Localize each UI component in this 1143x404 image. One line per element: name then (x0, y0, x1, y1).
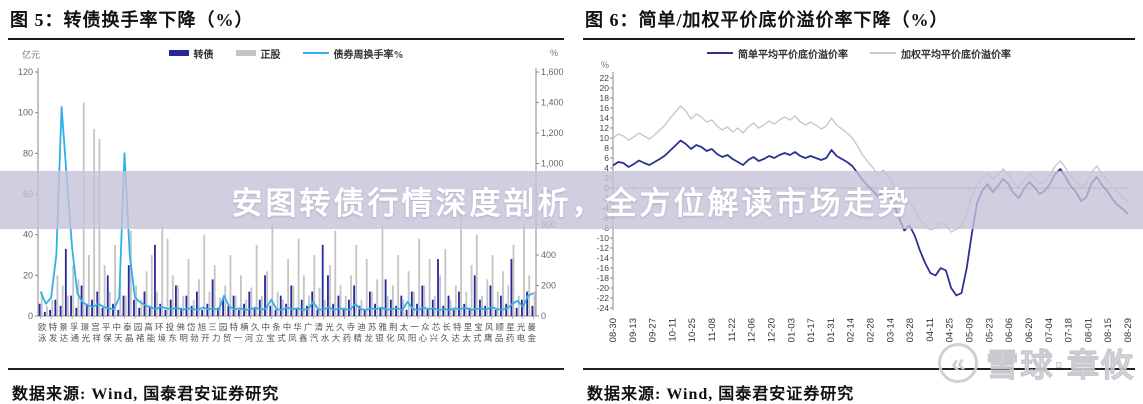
svg-text:400: 400 (541, 250, 556, 260)
svg-text:1,200: 1,200 (541, 128, 564, 138)
svg-text:10-11: 10-11 (667, 318, 678, 342)
figure-5-source: 数据来源: Wind, 国泰君安证券研究 (8, 368, 564, 404)
headline-banner: 安图转债行情深度剖析，全方位解读市场走势 (0, 171, 1143, 229)
svg-text:05-09: 05-09 (965, 318, 976, 342)
zhuanzhai-bar-swatch-icon (168, 50, 189, 56)
svg-text:12-20: 12-20 (766, 318, 777, 342)
svg-text:1,000: 1,000 (541, 159, 564, 169)
legend-item-turnover: 债券周换手率% (302, 46, 404, 61)
svg-text:-16: -16 (597, 263, 610, 273)
svg-text:10-25: 10-25 (687, 318, 698, 342)
svg-text:10: 10 (600, 133, 610, 143)
figure-6-legend: 简单平均平价底价溢价率 加权平均平价底价溢价率 % (583, 40, 1135, 71)
svg-text:100: 100 (18, 108, 33, 118)
svg-text:02-14: 02-14 (846, 318, 857, 342)
svg-text:01-17: 01-17 (806, 318, 817, 342)
right-axis-unit-label: % (549, 48, 558, 58)
svg-text:08-15: 08-15 (1103, 318, 1114, 342)
legend-label: 正股 (260, 49, 281, 61)
svg-text:14: 14 (600, 113, 610, 123)
svg-text:08-30: 08-30 (608, 318, 619, 342)
svg-text:05-23: 05-23 (984, 318, 995, 342)
svg-text:80: 80 (23, 148, 33, 158)
svg-text:40: 40 (23, 230, 33, 240)
legend-item-zhuanzhai: 转债 (168, 46, 214, 61)
svg-text:03-14: 03-14 (885, 318, 896, 342)
svg-text:-20: -20 (597, 283, 610, 293)
svg-text:-22: -22 (597, 293, 610, 303)
svg-text:11-08: 11-08 (707, 318, 718, 342)
figure-6-source: 数据来源: Wind, 国泰君安证券研究 (583, 368, 1135, 404)
svg-text:-14: -14 (597, 253, 610, 263)
svg-text:20: 20 (23, 270, 33, 280)
svg-text:1,400: 1,400 (541, 98, 564, 108)
svg-text:01-03: 01-03 (786, 318, 797, 342)
svg-text:泳发达通光祥保天晶褚能境东明勃开力贸一河立宝式凤鑫汽水大药精: 泳发达通光祥保天晶褚能境东明勃开力贸一河立宝式凤鑫汽水大药精龙银化风阳心兴久达太… (38, 333, 536, 343)
svg-text:-24: -24 (597, 303, 610, 313)
zhenggu-bar-swatch-icon (235, 50, 256, 56)
legend-item-weighted-avg: 加权平均平价底价溢价率 (870, 46, 1011, 61)
svg-text:-12: -12 (597, 243, 610, 253)
figure-6-premium: 图 6：简单/加权平价底价溢价率下降（%） 简单平均平价底价溢价率 加权平均平价… (583, 2, 1135, 404)
svg-text:4: 4 (604, 163, 609, 173)
figure-5-legend: 亿元 转债 正股 债券周换手率% % (8, 40, 564, 66)
legend-label: 转债 (193, 49, 214, 61)
svg-text:6: 6 (604, 153, 609, 163)
svg-text:16: 16 (600, 103, 610, 113)
figure-5-title: 图 5：转债换手率下降（%） (8, 2, 564, 40)
svg-text:08-01: 08-01 (1083, 318, 1094, 342)
headline-banner-text: 安图转债行情深度剖析，全方位解读市场走势 (231, 185, 912, 221)
svg-text:12-06: 12-06 (747, 318, 758, 342)
svg-text:07-04: 07-04 (1044, 318, 1055, 342)
legend-item-zhenggu: 正股 (235, 46, 281, 61)
svg-text:20: 20 (600, 83, 610, 93)
svg-text:06-20: 06-20 (1024, 318, 1035, 342)
svg-text:09-27: 09-27 (648, 318, 659, 342)
svg-text:06-06: 06-06 (1004, 318, 1015, 342)
svg-text:1,600: 1,600 (541, 67, 564, 77)
svg-text:-18: -18 (597, 273, 610, 283)
percent-axis-unit-label: % (601, 60, 610, 70)
svg-text:欧特景孚璟宫平中泰园高环投佛岱旭三园特横久中条中华广清光久寺: 欧特景孚璟宫平中泰园高环投佛岱旭三园特横久中条中华广清光久寺迪苏雅荆太一众芯长特… (38, 322, 536, 332)
svg-text:0: 0 (28, 311, 33, 321)
svg-text:200: 200 (541, 281, 556, 291)
weighted-line-swatch-icon (870, 52, 896, 54)
svg-text:8: 8 (604, 143, 609, 153)
svg-text:07-18: 07-18 (1064, 318, 1075, 342)
legend-label: 简单平均平价底价溢价率 (738, 49, 848, 61)
svg-text:0: 0 (541, 311, 546, 321)
legend-label: 加权平均平价底价溢价率 (901, 49, 1011, 61)
figure-6-title: 图 6：简单/加权平价底价溢价率下降（%） (583, 2, 1135, 40)
svg-text:12: 12 (600, 123, 610, 133)
svg-text:18: 18 (600, 93, 610, 103)
turnover-line-swatch-icon (302, 52, 329, 54)
svg-text:01-31: 01-31 (826, 318, 837, 342)
svg-text:-10: -10 (597, 233, 610, 243)
svg-text:04-25: 04-25 (945, 318, 956, 342)
svg-text:120: 120 (18, 67, 33, 77)
left-axis-unit-label: 亿元 (22, 50, 41, 60)
premium-line-chart: 2220181614121086420-2-4-6-8-10-12-14-16-… (597, 72, 1134, 342)
simple-line-swatch-icon (707, 52, 733, 54)
svg-text:02-28: 02-28 (866, 318, 877, 342)
svg-text:11-22: 11-22 (727, 318, 738, 342)
svg-text:04-11: 04-11 (925, 318, 936, 342)
svg-text:03-28: 03-28 (905, 318, 916, 342)
svg-text:08-29: 08-29 (1123, 318, 1134, 342)
legend-item-simple-avg: 简单平均平价底价溢价率 (707, 46, 848, 61)
legend-label: 债券周换手率% (333, 49, 404, 61)
svg-text:22: 22 (600, 73, 610, 83)
svg-text:09-13: 09-13 (628, 318, 639, 342)
